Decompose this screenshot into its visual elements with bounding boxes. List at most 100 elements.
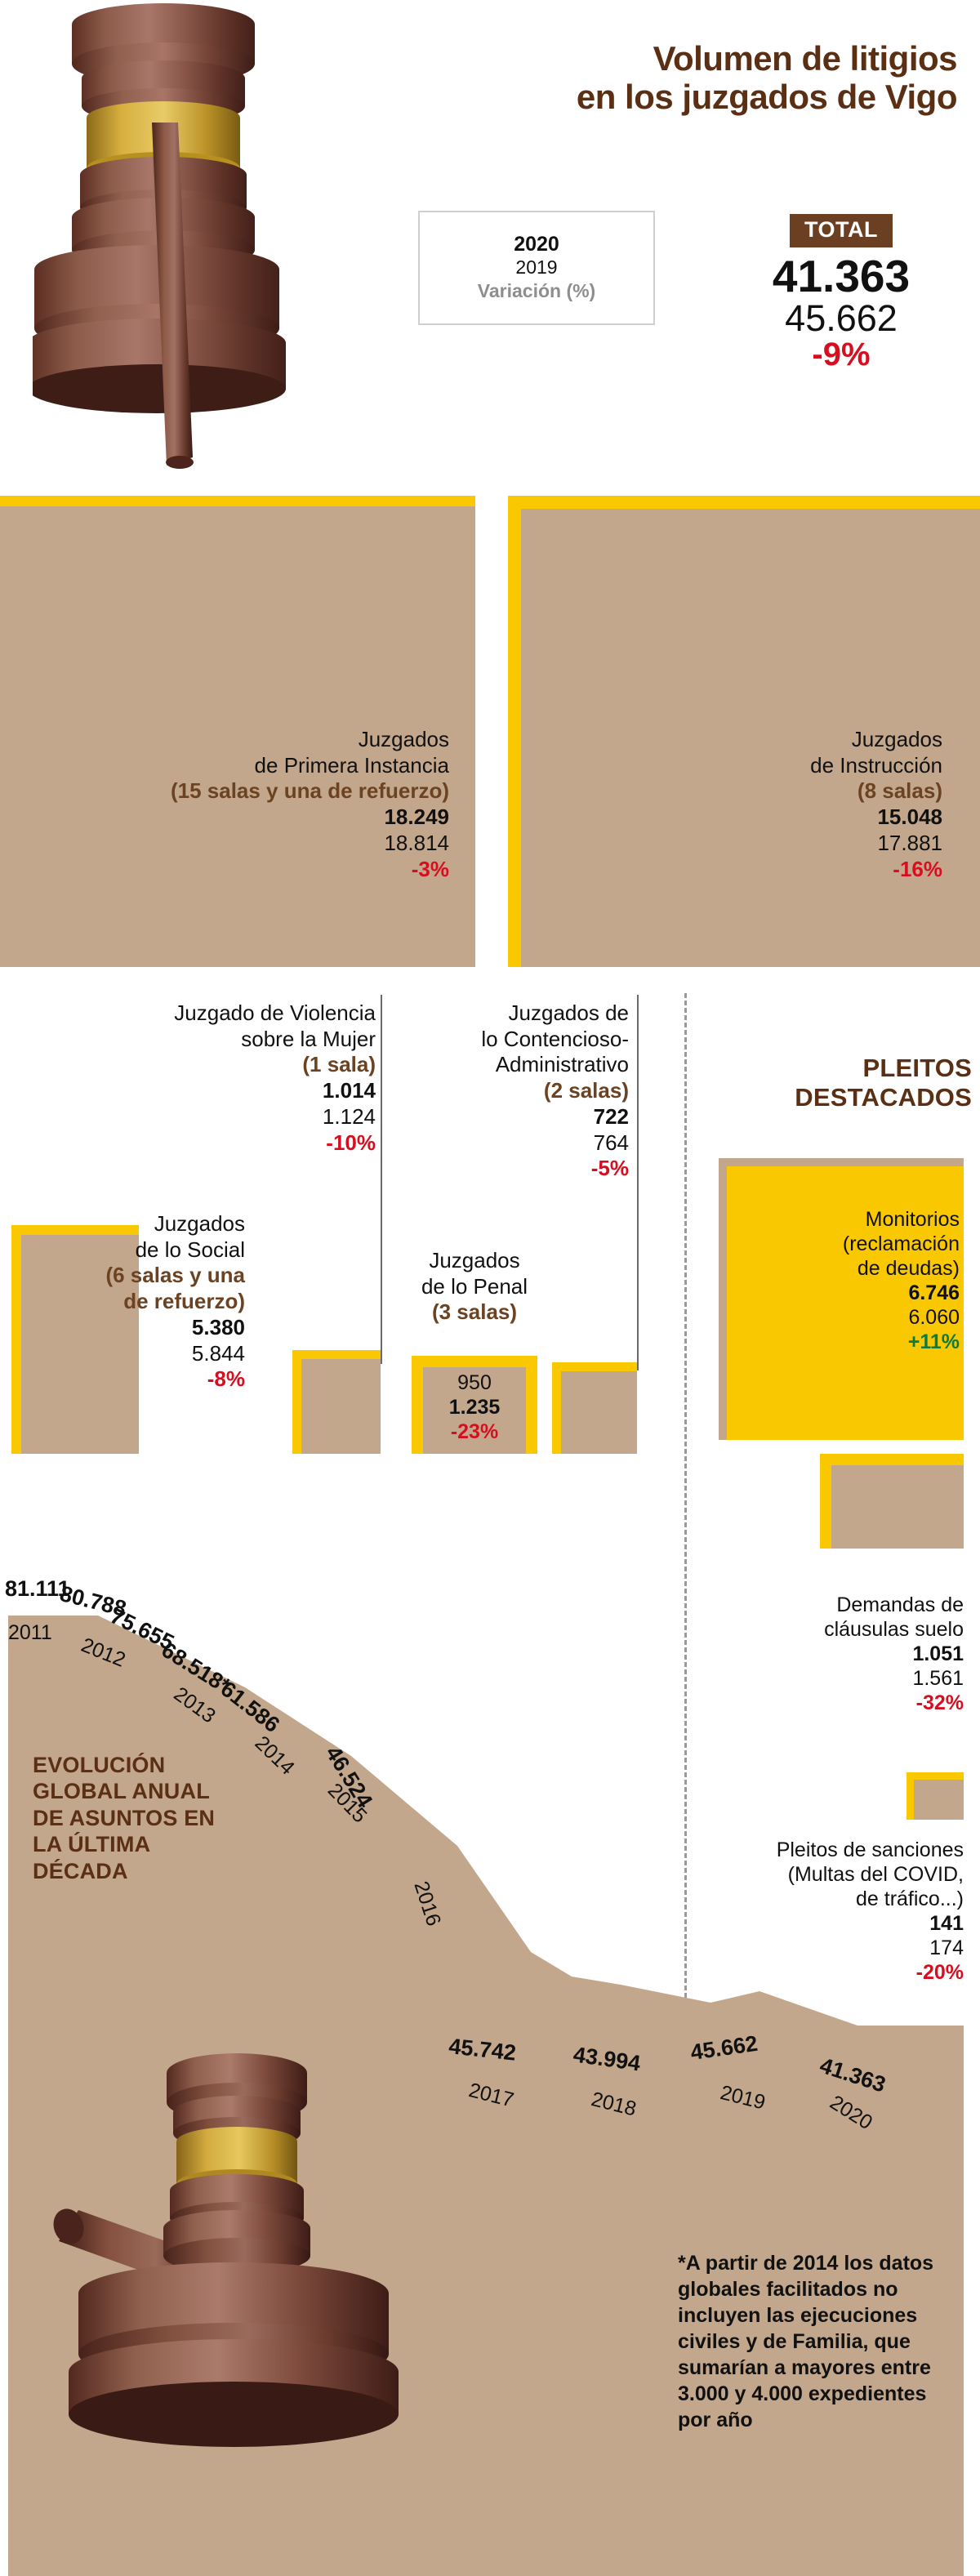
highlight-name-line3: de deudas) — [857, 1257, 960, 1280]
bar-cap-left — [820, 1454, 831, 1549]
court-name-line1: Juzgado de Violencia — [174, 1001, 376, 1025]
bar-primera-instancia — [0, 496, 475, 967]
penal-values: 950 1.235 -23% — [412, 1370, 537, 1444]
label-violencia-mujer: Juzgado de Violencia sobre la Mujer (1 s… — [90, 1001, 376, 1156]
evolution-caption-line3: DE ASUNTOS EN — [33, 1805, 216, 1830]
court-value-2020: 15.048 — [877, 804, 942, 830]
bar-fill — [423, 1367, 526, 1454]
bar-cap-left — [552, 1362, 561, 1454]
bar-cap-left — [508, 496, 521, 967]
court-name-line2: de Primera Instancia — [254, 752, 449, 778]
court-name-line1: Juzgados — [429, 1248, 520, 1272]
evolution-caption-line4: LA ÚLTIMA — [33, 1832, 151, 1857]
court-name-line3: Administrativo — [495, 1052, 629, 1077]
bar-cap-top — [0, 496, 475, 506]
highlight-name-line1: Pleitos de sanciones — [776, 1838, 964, 1861]
highlight-value-2019: 174 — [929, 1936, 964, 1959]
total-value-2019: 45.662 — [785, 297, 898, 339]
leader-line-contencioso — [637, 995, 639, 1370]
bar-cap-top — [906, 1772, 964, 1780]
court-value-2019: 5.844 — [191, 1340, 245, 1366]
highlight-name-line2: (Multas del COVID, — [787, 1863, 964, 1886]
court-name-line2: de lo Penal — [421, 1273, 528, 1299]
evolution-caption-line5: DÉCADA — [33, 1858, 128, 1883]
court-value-2020: 1.235 — [448, 1396, 501, 1419]
bar-fill — [21, 1235, 139, 1454]
bar-sanciones — [906, 1772, 964, 1820]
gavel-top-illustration — [33, 3, 286, 469]
court-rooms-line2: de refuerzo) — [123, 1289, 245, 1314]
court-value-2020: 18.249 — [384, 804, 449, 830]
bar-cap-left — [412, 1356, 423, 1454]
highlight-name-line2: cláusulas suelo — [824, 1618, 964, 1641]
legend-box: 2020 2019 Variación (%) — [418, 211, 655, 325]
label-contencioso: Juzgados de lo Contencioso- Administrati… — [390, 1001, 629, 1182]
highlight-value-2020: 141 — [929, 1912, 964, 1935]
court-name-line2: de lo Social — [135, 1237, 245, 1262]
court-name-line2: de Instrucción — [810, 752, 942, 778]
bar-cap-left — [906, 1772, 914, 1820]
court-name-line2: lo Contencioso- — [481, 1026, 629, 1051]
page-title-line1: Volumen de litigios — [653, 39, 958, 78]
legend-variation-label: Variación (%) — [477, 279, 596, 301]
bar-penal — [412, 1356, 537, 1454]
bar-cap-top — [412, 1356, 537, 1367]
highlight-variation: +11% — [907, 1330, 960, 1353]
page-title: Volumen de litigios en los juzgados de V… — [369, 39, 958, 117]
legend-year-current: 2020 — [514, 232, 559, 256]
court-value-2019: 18.814 — [384, 830, 449, 855]
bar-cap-left — [719, 1158, 727, 1440]
court-rooms: (3 salas) — [431, 1299, 518, 1325]
highlight-value-2020: 6.746 — [908, 1281, 960, 1304]
bar-cap-top — [820, 1454, 964, 1465]
bar-cap-left — [11, 1225, 21, 1454]
label-social: Juzgados de lo Social (6 salas y una de … — [8, 1211, 245, 1393]
court-variation: -16% — [893, 856, 942, 881]
label-clausulas-suelo: Demandas de cláusulas suelo 1.051 1.561 … — [719, 1593, 964, 1715]
bar-fill — [301, 1359, 381, 1454]
court-rooms: (8 salas) — [857, 778, 942, 804]
bar-fill — [0, 496, 475, 967]
highlight-name-line3: de tráfico...) — [856, 1887, 964, 1910]
total-value-2020: 41.363 — [772, 251, 911, 301]
highlights-title-line1: PLEITOS — [862, 1054, 972, 1082]
court-value-2019: 1.124 — [322, 1103, 376, 1129]
page-title-line2: en los juzgados de Vigo — [576, 78, 958, 117]
bar-contencioso — [552, 1362, 637, 1454]
evolution-caption-line2: GLOBAL ANUAL — [33, 1779, 210, 1804]
label-penal: Juzgados de lo Penal (3 salas) — [382, 1248, 567, 1326]
bar-cap-top — [292, 1350, 381, 1359]
court-name-line1: Juzgados — [851, 727, 942, 751]
evolution-value-2011: 81.111 — [5, 1576, 70, 1601]
highlight-variation: -20% — [915, 1961, 964, 1984]
bar-clausulas-suelo — [820, 1454, 964, 1549]
court-name-line1: Juzgados de — [508, 1001, 629, 1025]
label-instruccion: Juzgados de Instrucción (8 salas) 15.048… — [645, 727, 942, 882]
highlight-value-2019: 1.561 — [912, 1667, 964, 1690]
highlight-name-line2: (reclamación — [842, 1232, 960, 1255]
label-primera-instancia: Juzgados de Primera Instancia (15 salas … — [147, 727, 449, 882]
evolution-year-2011: 2011 — [8, 1621, 52, 1644]
court-name-line1: Juzgados — [154, 1211, 245, 1236]
court-name-line1: Juzgados — [358, 727, 449, 751]
bar-cap-top — [552, 1362, 637, 1371]
highlight-variation: -32% — [915, 1691, 964, 1714]
evolution-caption-line1: EVOLUCIÓN — [33, 1753, 166, 1777]
court-name-line2: sobre la Mujer — [241, 1026, 376, 1051]
bar-violencia-mujer — [292, 1350, 381, 1454]
label-monitorios: Monitorios (reclamación de deudas) 6.746… — [727, 1207, 960, 1354]
total-variation: -9% — [812, 336, 871, 373]
court-value-2019: 950 — [457, 1371, 492, 1394]
court-rooms-line1: (6 salas y una — [105, 1263, 245, 1288]
bar-fill — [727, 1166, 964, 1440]
highlight-name-line1: Demandas de — [836, 1593, 964, 1616]
bar-instruccion — [508, 496, 980, 967]
bar-fill — [831, 1465, 964, 1549]
bar-social — [11, 1225, 139, 1454]
bar-cap-left — [292, 1350, 301, 1454]
highlights-title: PLEITOS DESTACADOS — [702, 1054, 972, 1112]
court-rooms: (2 salas) — [543, 1078, 629, 1103]
footnote: *A partir de 2014 los datos globales fac… — [678, 2252, 934, 2431]
court-value-2019: 17.881 — [877, 830, 942, 855]
